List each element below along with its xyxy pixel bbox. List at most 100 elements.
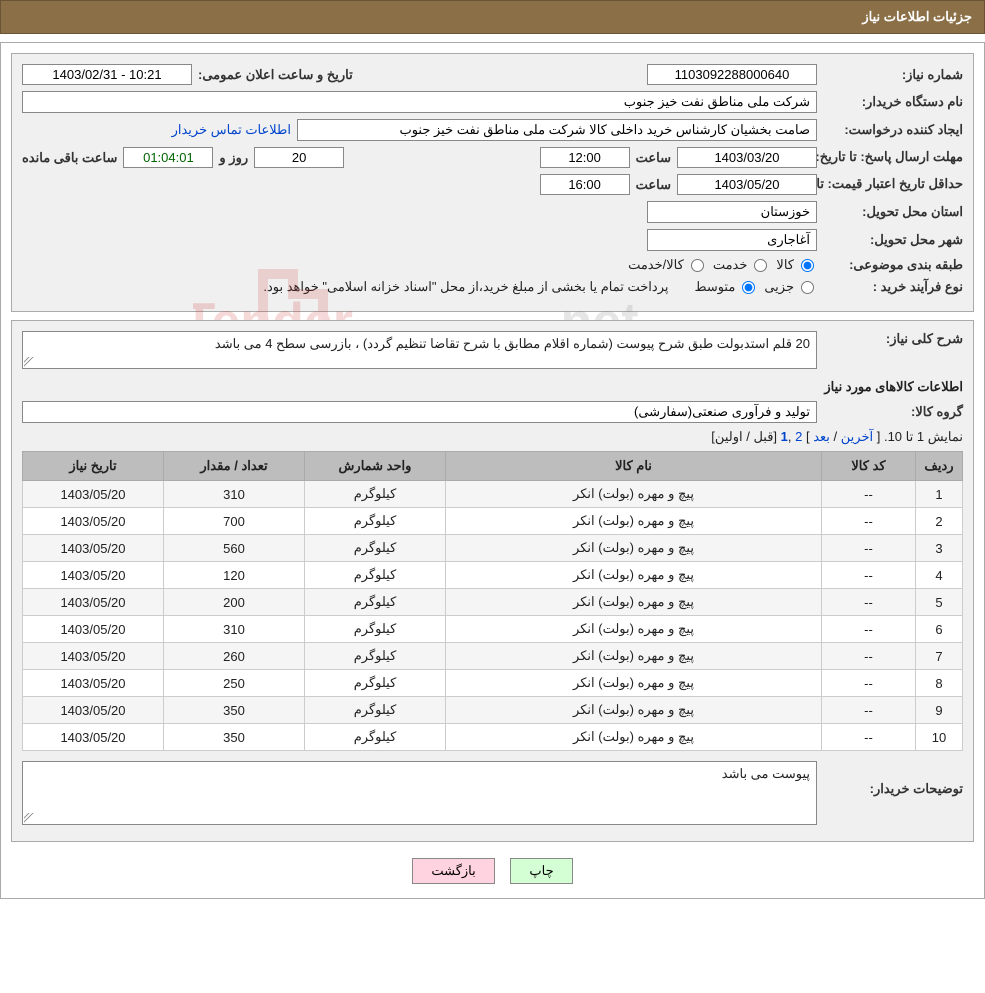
table-row: 8--پیچ و مهره (بولت) انکرکیلوگرم2501403/… [23, 670, 963, 697]
table-cell: 1403/05/20 [23, 697, 164, 724]
pager-prev: قبل [753, 429, 773, 444]
table-cell: 1403/05/20 [23, 724, 164, 751]
label-buyer-notes: توضیحات خریدار: [823, 761, 963, 797]
label-hour-2: ساعت [636, 177, 671, 193]
print-button[interactable]: چاپ [510, 858, 572, 884]
table-cell: -- [822, 562, 916, 589]
table-cell: 2 [916, 508, 963, 535]
field-need-no: 1103092288000640 [647, 64, 817, 85]
label-overall-desc: شرح کلی نیاز: [823, 331, 963, 347]
table-cell: کیلوگرم [305, 562, 446, 589]
buy-type-note: پرداخت تمام یا بخشی از مبلغ خرید،از محل … [263, 279, 668, 295]
table-cell: پیچ و مهره (بولت) انکر [446, 562, 822, 589]
table-cell: کیلوگرم [305, 697, 446, 724]
radio-class-both[interactable] [691, 259, 704, 272]
pager-first: اولین [715, 429, 743, 444]
table-cell: 350 [164, 697, 305, 724]
table-cell: کیلوگرم [305, 481, 446, 508]
table-header: نام کالا [446, 452, 822, 481]
table-row: 1--پیچ و مهره (بولت) انکرکیلوگرم3101403/… [23, 481, 963, 508]
radio-buy-medium[interactable] [742, 281, 755, 294]
table-cell: 1 [916, 481, 963, 508]
table-cell: 120 [164, 562, 305, 589]
table-cell: پیچ و مهره (بولت) انکر [446, 589, 822, 616]
table-cell: کیلوگرم [305, 589, 446, 616]
table-cell: 1403/05/20 [23, 616, 164, 643]
label-hour-1: ساعت [636, 150, 671, 166]
table-row: 6--پیچ و مهره (بولت) انکرکیلوگرم3101403/… [23, 616, 963, 643]
table-cell: 4 [916, 562, 963, 589]
table-cell: 8 [916, 670, 963, 697]
table-row: 7--پیچ و مهره (بولت) انکرکیلوگرم2601403/… [23, 643, 963, 670]
textarea-overall-desc[interactable]: 20 قلم استدبولت طبق شرح پیوست (شماره اقل… [22, 331, 817, 369]
radio-label-goods: کالا [776, 257, 794, 273]
table-row: 3--پیچ و مهره (بولت) انکرکیلوگرم5601403/… [23, 535, 963, 562]
label-goods-group: گروه کالا: [823, 404, 963, 420]
field-price-time: 16:00 [540, 174, 630, 195]
field-resp-time: 12:00 [540, 147, 630, 168]
table-header: واحد شمارش [305, 452, 446, 481]
field-province: خوزستان [647, 201, 817, 223]
label-delivery-province: استان محل تحویل: [823, 204, 963, 220]
table-cell: 1403/05/20 [23, 508, 164, 535]
table-cell: کیلوگرم [305, 616, 446, 643]
radio-class-goods[interactable] [801, 259, 814, 272]
table-cell: 200 [164, 589, 305, 616]
table-row: 9--پیچ و مهره (بولت) انکرکیلوگرم3501403/… [23, 697, 963, 724]
label-subject-class: طبقه بندی موضوعی: [823, 257, 963, 273]
table-cell: کیلوگرم [305, 508, 446, 535]
table-cell: 700 [164, 508, 305, 535]
field-price-date: 1403/05/20 [677, 174, 817, 195]
table-header: ردیف [916, 452, 963, 481]
label-buy-type: نوع فرآیند خرید : [823, 279, 963, 295]
goods-table: ردیفکد کالانام کالاواحد شمارشتعداد / مقد… [22, 451, 963, 751]
table-cell: -- [822, 697, 916, 724]
table-cell: 7 [916, 643, 963, 670]
pager: نمایش 1 تا 10. [ آخرین / بعد ] 2 ,1 [قبل… [22, 429, 963, 445]
label-buyer-org: نام دستگاه خریدار: [823, 94, 963, 110]
label-announce-dt: تاریخ و ساعت اعلان عمومی: [198, 67, 353, 83]
radio-buy-minor[interactable] [801, 281, 814, 294]
link-contact-buyer[interactable]: اطلاعات تماس خریدار [172, 122, 291, 138]
radio-label-minor: جزیی [764, 279, 794, 295]
table-cell: 10 [916, 724, 963, 751]
table-header: کد کالا [822, 452, 916, 481]
table-cell: پیچ و مهره (بولت) انکر [446, 616, 822, 643]
details-section: AriaTender .net شماره نیاز: 110309228800… [11, 53, 974, 312]
table-cell: پیچ و مهره (بولت) انکر [446, 535, 822, 562]
table-cell: -- [822, 670, 916, 697]
table-cell: 260 [164, 643, 305, 670]
titlebar-text: جزئیات اطلاعات نیاز [862, 9, 972, 24]
table-cell: -- [822, 589, 916, 616]
buttons-row: چاپ بازگشت [11, 850, 974, 888]
label-need-no: شماره نیاز: [823, 67, 963, 83]
goods-section: شرح کلی نیاز: 20 قلم استدبولت طبق شرح پی… [11, 320, 974, 842]
field-buyer-org: شرکت ملی مناطق نفت خیز جنوب [22, 91, 817, 113]
table-cell: 9 [916, 697, 963, 724]
table-cell: 1403/05/20 [23, 481, 164, 508]
pager-last[interactable]: آخرین [841, 429, 873, 444]
field-resp-date: 1403/03/20 [677, 147, 817, 168]
pager-p2[interactable]: 2 [795, 429, 802, 444]
table-cell: -- [822, 481, 916, 508]
table-cell: 1403/05/20 [23, 670, 164, 697]
table-cell: کیلوگرم [305, 535, 446, 562]
pager-p1: 1 [781, 429, 788, 444]
textarea-buyer-notes[interactable]: پیوست می باشد [22, 761, 817, 825]
pager-next[interactable]: بعد [813, 429, 830, 444]
table-cell: 3 [916, 535, 963, 562]
field-goods-group: تولید و فرآوری صنعتی(سفارشی) [22, 401, 817, 423]
radio-label-service: خدمت [713, 257, 748, 273]
label-requester: ایجاد کننده درخواست: [823, 122, 963, 138]
field-announce-dt: 1403/02/31 - 10:21 [22, 64, 192, 85]
table-cell: -- [822, 616, 916, 643]
radio-class-service[interactable] [754, 259, 767, 272]
back-button[interactable]: بازگشت [412, 858, 494, 884]
field-requester: صامت بخشیان کارشناس خرید داخلی کالا شرکت… [297, 119, 817, 141]
table-cell: کیلوگرم [305, 670, 446, 697]
table-cell: کیلوگرم [305, 724, 446, 751]
table-row: 4--پیچ و مهره (بولت) انکرکیلوگرم1201403/… [23, 562, 963, 589]
table-cell: 560 [164, 535, 305, 562]
table-cell: 350 [164, 724, 305, 751]
table-cell: 250 [164, 670, 305, 697]
